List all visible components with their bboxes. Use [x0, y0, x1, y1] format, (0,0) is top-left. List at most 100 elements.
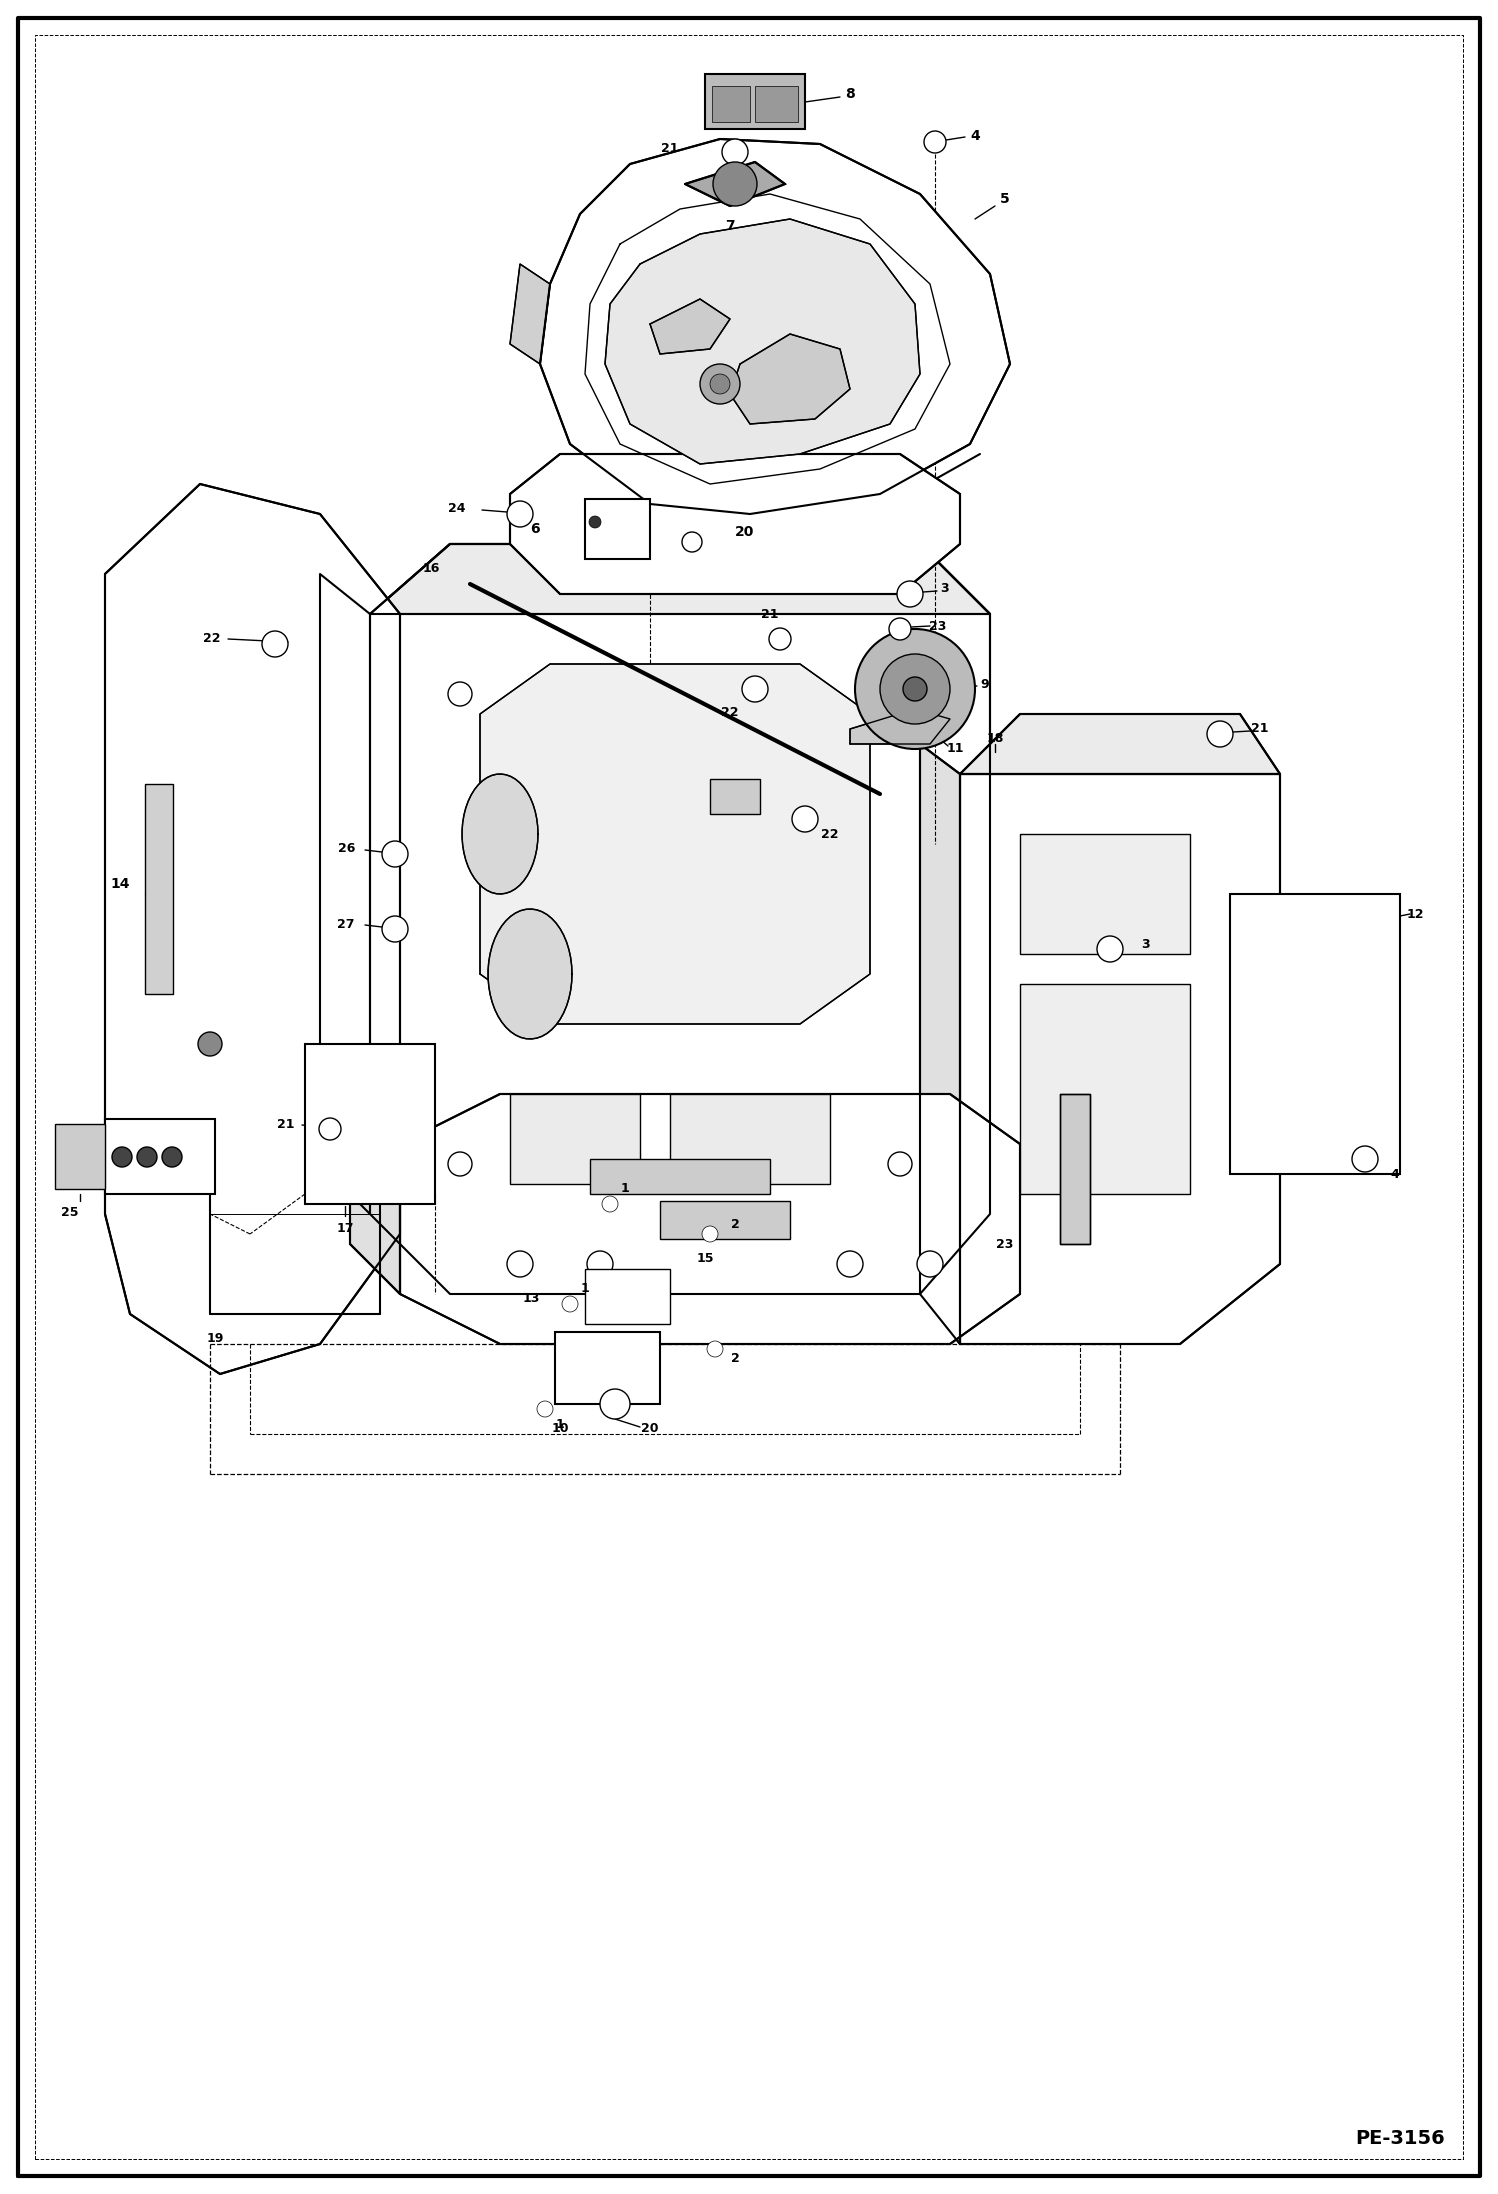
Circle shape: [506, 500, 533, 527]
Polygon shape: [351, 1115, 400, 1294]
Circle shape: [888, 619, 911, 641]
Circle shape: [707, 1341, 724, 1358]
Polygon shape: [370, 544, 990, 614]
Bar: [509, 1095, 640, 1185]
Bar: [586, 1268, 670, 1323]
Text: 25: 25: [61, 1205, 79, 1218]
Text: 10: 10: [551, 1422, 569, 1435]
Circle shape: [112, 1147, 132, 1167]
Polygon shape: [479, 665, 870, 1025]
Polygon shape: [730, 333, 849, 423]
Circle shape: [742, 676, 768, 702]
Text: 22: 22: [721, 706, 739, 717]
Circle shape: [897, 581, 923, 608]
Circle shape: [924, 132, 947, 154]
Polygon shape: [488, 908, 572, 1040]
Circle shape: [1207, 722, 1233, 746]
Circle shape: [601, 1389, 631, 1420]
Text: 1: 1: [581, 1283, 589, 1294]
Bar: [145, 783, 172, 994]
Circle shape: [855, 630, 975, 748]
Bar: [755, 86, 798, 123]
Circle shape: [713, 162, 756, 206]
Text: 2: 2: [731, 1352, 740, 1365]
Bar: [586, 498, 650, 559]
Polygon shape: [370, 544, 990, 1294]
Text: 24: 24: [448, 502, 464, 516]
Text: 17: 17: [336, 1222, 354, 1235]
Text: 18: 18: [986, 733, 1004, 746]
Circle shape: [888, 1152, 912, 1176]
Text: 27: 27: [337, 917, 355, 930]
Circle shape: [589, 516, 601, 529]
Polygon shape: [650, 298, 730, 353]
Polygon shape: [1061, 1095, 1091, 1244]
Text: 26: 26: [337, 842, 355, 856]
Circle shape: [1353, 1145, 1378, 1172]
Bar: [706, 75, 804, 129]
Circle shape: [768, 627, 791, 649]
Polygon shape: [960, 713, 1279, 774]
Text: 1: 1: [556, 1417, 565, 1430]
Text: 6: 6: [530, 522, 539, 535]
Bar: [1020, 983, 1189, 1194]
Circle shape: [562, 1297, 578, 1312]
Polygon shape: [509, 454, 960, 595]
Circle shape: [917, 1251, 944, 1277]
Text: 9: 9: [981, 678, 989, 691]
Text: 19: 19: [207, 1332, 223, 1345]
Circle shape: [506, 1251, 533, 1277]
Polygon shape: [960, 774, 1279, 1345]
Text: 21: 21: [661, 143, 679, 156]
Circle shape: [536, 1402, 553, 1417]
Bar: [1230, 893, 1401, 1174]
Bar: [712, 86, 750, 123]
Text: 12: 12: [1407, 908, 1423, 921]
Circle shape: [198, 1031, 222, 1055]
Bar: [590, 1158, 770, 1194]
Text: 5: 5: [1001, 193, 1010, 206]
Polygon shape: [849, 709, 950, 744]
Text: 15: 15: [697, 1253, 713, 1266]
Text: 21: 21: [761, 608, 779, 621]
Bar: [710, 779, 759, 814]
Polygon shape: [605, 219, 920, 463]
Circle shape: [587, 1251, 613, 1277]
Circle shape: [1097, 937, 1124, 961]
Polygon shape: [539, 138, 1010, 513]
Text: 4: 4: [1390, 1167, 1399, 1180]
Circle shape: [382, 917, 407, 941]
Text: 23: 23: [996, 1237, 1014, 1251]
Circle shape: [382, 840, 407, 867]
Text: 8: 8: [845, 88, 855, 101]
Text: 11: 11: [947, 742, 963, 755]
Text: 22: 22: [202, 632, 220, 645]
Bar: [55, 1123, 105, 1189]
Bar: [1020, 834, 1189, 954]
Bar: [554, 1332, 661, 1404]
Text: 13: 13: [523, 1292, 539, 1305]
Text: 7: 7: [725, 219, 736, 233]
Circle shape: [448, 1152, 472, 1176]
Text: 1: 1: [620, 1183, 629, 1196]
Text: 3: 3: [1140, 937, 1149, 950]
Polygon shape: [920, 744, 960, 1345]
Circle shape: [602, 1196, 619, 1211]
Text: 20: 20: [736, 524, 755, 540]
Polygon shape: [509, 263, 550, 364]
Circle shape: [700, 364, 740, 404]
Circle shape: [722, 138, 748, 165]
Text: 3: 3: [941, 581, 950, 595]
Polygon shape: [321, 575, 370, 1213]
Bar: [306, 1044, 434, 1205]
Bar: [670, 1095, 830, 1185]
Circle shape: [448, 682, 472, 706]
Circle shape: [162, 1147, 181, 1167]
Circle shape: [710, 373, 730, 395]
Polygon shape: [400, 1095, 1020, 1345]
Text: 4: 4: [971, 129, 980, 143]
Text: 21: 21: [277, 1117, 295, 1130]
Circle shape: [792, 805, 818, 832]
Text: 23: 23: [929, 619, 947, 632]
Circle shape: [837, 1251, 863, 1277]
